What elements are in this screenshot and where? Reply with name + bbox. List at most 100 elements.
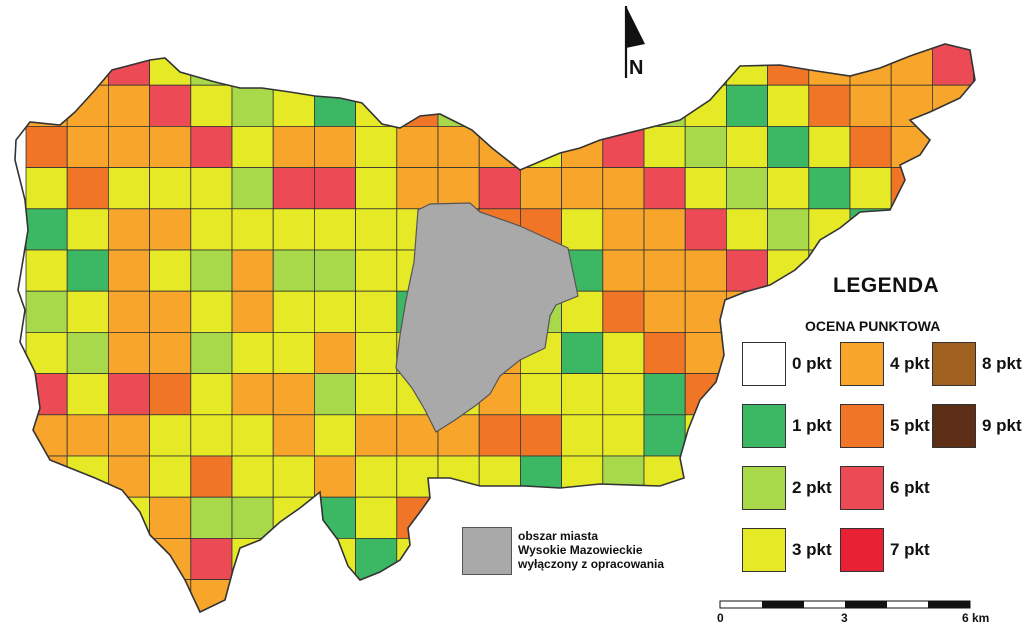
grid-cell	[231, 496, 274, 539]
grid-cell	[973, 496, 975, 539]
grid-cell	[272, 208, 315, 251]
legend-item-2: 2 pkt	[742, 466, 832, 510]
grid-cell	[313, 208, 356, 251]
grid-cell	[190, 290, 233, 333]
grid-cell	[231, 455, 274, 498]
grid-cell	[66, 208, 109, 251]
grid-cell	[272, 126, 315, 169]
grid-cell	[396, 538, 439, 581]
legend-item-5: 5 pkt	[840, 404, 930, 448]
grid-cell	[602, 249, 645, 292]
grid-cell	[726, 208, 769, 251]
grid-cell	[231, 331, 274, 374]
north-label: N	[629, 57, 644, 79]
grid-cell	[684, 290, 727, 333]
grid-cell	[313, 44, 356, 86]
grid-cell	[355, 414, 398, 457]
grid-cell	[272, 331, 315, 374]
grid-cell	[602, 373, 645, 416]
grid-cell	[726, 126, 769, 169]
legend-swatch-0	[742, 342, 786, 386]
grid-cell	[808, 126, 851, 169]
grid-cell	[643, 373, 686, 416]
excluded-city-area	[395, 202, 579, 433]
grid-cell	[149, 579, 192, 612]
grid-cell	[849, 579, 892, 612]
grid-cell	[108, 167, 151, 210]
grid-cell	[767, 290, 810, 333]
grid-cell	[602, 455, 645, 498]
grid-cell	[149, 167, 192, 210]
grid-cell	[272, 44, 315, 86]
grid-cell	[767, 579, 810, 612]
grid-cell	[602, 579, 645, 612]
legend-swatch-6	[840, 466, 884, 510]
grid-cell	[66, 167, 109, 210]
legend-label-1: 1 pkt	[792, 416, 832, 435]
grid-cell	[684, 455, 727, 498]
grid-cell	[561, 579, 604, 612]
grid-cell	[808, 84, 851, 127]
grid-cell	[272, 167, 315, 210]
grid-cell	[66, 538, 109, 581]
scale-bar	[719, 600, 971, 609]
grid-cell	[561, 208, 604, 251]
grid-cell	[932, 167, 975, 210]
exclusion-swatch	[462, 527, 512, 575]
grid-cell	[602, 208, 645, 251]
grid-cell	[520, 414, 563, 457]
grid-cell	[643, 208, 686, 251]
grid-cell	[313, 373, 356, 416]
legend-label-9: 9 pkt	[982, 416, 1022, 435]
grid-cell	[149, 373, 192, 416]
grid-cell	[313, 579, 356, 612]
grid-cell	[355, 44, 398, 86]
grid-cell	[25, 84, 68, 127]
grid-cell	[520, 373, 563, 416]
grid-cell	[149, 126, 192, 169]
grid-cell	[25, 538, 68, 581]
grid-cell	[602, 84, 645, 127]
grid-cell	[726, 84, 769, 127]
grid-cell	[231, 538, 274, 581]
grid-cell	[396, 455, 439, 498]
grid-cell	[190, 126, 233, 169]
legend-item-4: 4 pkt	[840, 342, 930, 386]
grid-cell	[313, 249, 356, 292]
grid-cell	[190, 496, 233, 539]
grid-cell	[149, 44, 192, 86]
grid-cell	[66, 290, 109, 333]
grid-cell	[808, 167, 851, 210]
grid-cell	[25, 496, 68, 539]
grid-cell	[25, 44, 68, 86]
grid-cell	[66, 373, 109, 416]
grid-cell	[66, 126, 109, 169]
grid-cell	[190, 249, 233, 292]
grid-cell	[190, 331, 233, 374]
grid-cell	[726, 249, 769, 292]
grid-cell	[231, 208, 274, 251]
grid-cell	[231, 167, 274, 210]
legend-swatch-7	[840, 528, 884, 572]
grid-cell	[355, 249, 398, 292]
grid-cell	[108, 84, 151, 127]
grid-cell	[478, 84, 521, 127]
grid-cell	[437, 167, 480, 210]
grid-cell	[396, 84, 439, 127]
grid-cell	[973, 208, 975, 251]
grid-cell	[643, 331, 686, 374]
grid-cell	[108, 249, 151, 292]
grid-cell	[313, 167, 356, 210]
grid-cell	[66, 579, 109, 612]
grid-cell	[602, 167, 645, 210]
legend-subtitle: OCENA PUNKTOWA	[805, 318, 941, 334]
grid-cell	[272, 414, 315, 457]
grid-cell	[25, 455, 68, 498]
grid-cell	[973, 538, 975, 581]
grid-cell	[437, 84, 480, 127]
legend-item-6: 6 pkt	[840, 466, 930, 510]
grid-cell	[932, 208, 975, 251]
grid-cell	[25, 414, 68, 457]
grid-cell	[149, 414, 192, 457]
grid-cell	[561, 84, 604, 127]
